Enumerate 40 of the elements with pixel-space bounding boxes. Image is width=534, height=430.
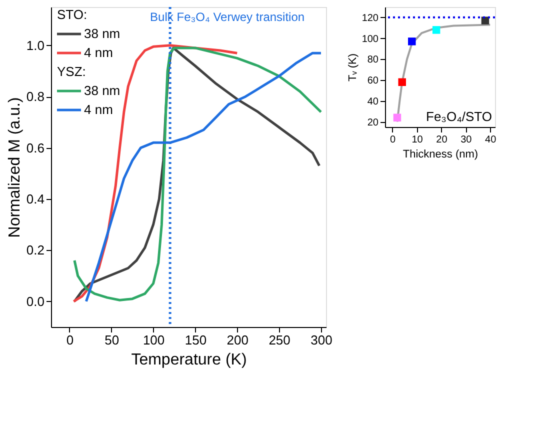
legend-label: 4 nm [84,102,113,117]
x-tick-label: 100 [142,332,165,348]
y-tick-label: 0.2 [26,242,44,258]
annotation: Fe₃O₄/STO [426,109,492,124]
y-tick-label: 100 [362,34,379,45]
legend-label: 38 nm [84,83,120,98]
ref-line-label: Bulk Fe₃O₄ Verwey transition [150,10,305,24]
legend-label: 4 nm [84,45,113,60]
x-axis-title: Temperature (K) [131,352,247,368]
y-axis-title: Tᵥ (K) [346,54,359,82]
x-tick-label: 40 [485,134,497,146]
x-tick-label: 0 [390,134,396,146]
x-tick-label: 200 [226,332,248,348]
y-tick-label: 20 [367,117,379,128]
x-tick-label: 30 [460,134,472,146]
y-axis-title: Normalized M (a.u.) [6,97,24,238]
x-tick-label: 150 [184,332,207,348]
y-tick-label: 40 [367,96,379,108]
y-tick-label: 1.0 [26,38,44,53]
point [408,38,416,46]
y-tick-label: 0.4 [26,192,44,206]
annotation: YSZ: [57,64,86,79]
x-tick-label: 300 [310,332,332,348]
y-tick-label: 120 [362,12,379,24]
annotation: STO: [57,7,88,22]
y-tick-label: 80 [367,54,379,66]
y-tick-label: 0.6 [26,140,44,156]
legend-label: 38 nm [84,26,120,41]
y-tick-label: 60 [367,76,379,87]
x-tick-label: 50 [104,332,120,348]
x-axis-title: Thickness (nm) [402,148,478,160]
y-tick-label: 0.0 [26,294,44,309]
x-tick-label: 10 [412,134,424,146]
point [398,78,406,86]
y-tick-label: 0.8 [26,89,44,104]
point [393,114,402,122]
x-tick-label: 0 [66,332,74,348]
point [432,26,440,34]
x-tick-label: 20 [436,134,448,146]
x-tick-label: 250 [268,332,290,348]
